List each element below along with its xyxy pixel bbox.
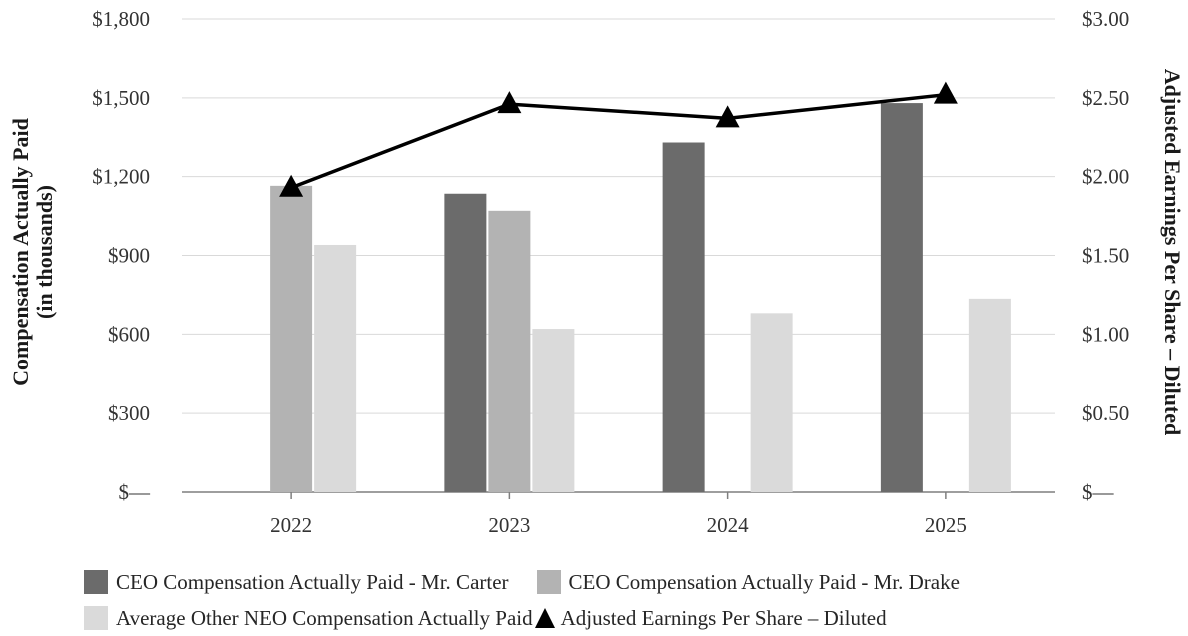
y-left-title-line2: (in thousands) [32, 185, 57, 319]
bar [532, 329, 575, 492]
legend-row-1: CEO Compensation Actually Paid - Mr. Car… [84, 564, 1164, 600]
bar [314, 244, 357, 492]
y-right-tick-label: $0.50 [1082, 401, 1129, 425]
y-left-tick-label: $1,200 [92, 165, 150, 189]
y-left-tick-label: $1,800 [92, 7, 150, 31]
legend-label-eps: Adjusted Earnings Per Share – Diluted [560, 605, 887, 630]
legend: CEO Compensation Actually Paid - Mr. Car… [84, 564, 1164, 636]
eps-point-marker [715, 105, 740, 128]
bar [444, 193, 487, 492]
y-right-tick-label: $— [1082, 480, 1115, 504]
legend-swatch-neo [84, 606, 108, 630]
legend-swatch-carter [84, 570, 108, 594]
eps-point-marker [279, 174, 304, 197]
y-left-tick-label: $600 [108, 322, 150, 346]
eps-point-marker [497, 91, 522, 114]
x-tick-label: 2022 [270, 513, 312, 537]
legend-label-drake: CEO Compensation Actually Paid - Mr. Dra… [568, 569, 960, 594]
y-left-tick-label: $900 [108, 244, 150, 268]
y-right-tick-label: $2.50 [1082, 86, 1129, 110]
legend-item-eps: Adjusted Earnings Per Share – Diluted [533, 606, 887, 631]
y-left-tick-label: $300 [108, 401, 150, 425]
y-right-tick-label: $1.50 [1082, 244, 1129, 268]
eps-point-marker [933, 81, 958, 104]
bars [270, 103, 1011, 493]
bar [662, 142, 705, 492]
bar [880, 103, 923, 492]
x-tick-label: 2023 [488, 513, 530, 537]
legend-item-carter: CEO Compensation Actually Paid - Mr. Car… [84, 570, 509, 595]
bar [750, 313, 793, 492]
y-left-tick-label: $1,500 [92, 86, 150, 110]
x-tick-label: 2025 [925, 513, 967, 537]
axis-ticks: $— $300 $600 $900 $1,200 $1,500 $1,800 $— $0.50 $… [92, 7, 1129, 537]
bar [270, 185, 313, 492]
legend-row-2: Average Other NEO Compensation Actually … [84, 600, 1164, 636]
eps-line-path [290, 92, 947, 190]
legend-item-neo: Average Other NEO Compensation Actually … [84, 606, 533, 631]
eps-line [279, 81, 958, 197]
y-right-title: Adjusted Earnings Per Share – Diluted [1160, 69, 1185, 436]
y-right-tick-label: $1.00 [1082, 322, 1129, 346]
legend-item-drake: CEO Compensation Actually Paid - Mr. Dra… [536, 569, 960, 595]
legend-label-carter: CEO Compensation Actually Paid - Mr. Car… [116, 569, 509, 594]
bar [968, 298, 1011, 492]
y-right-tick-label: $3.00 [1082, 7, 1129, 31]
gridlines [182, 18, 1055, 414]
bar [488, 210, 531, 493]
y-left-tick-label: $— [119, 480, 152, 504]
legend-label-neo: Average Other NEO Compensation Actually … [116, 605, 533, 630]
y-right-tick-label: $2.00 [1082, 165, 1129, 189]
x-tick-label: 2024 [707, 513, 750, 537]
legend-swatch-drake [536, 570, 561, 594]
y-left-title-line1: Compensation Actually Paid [8, 118, 33, 386]
triangle-marker-icon [534, 608, 555, 628]
